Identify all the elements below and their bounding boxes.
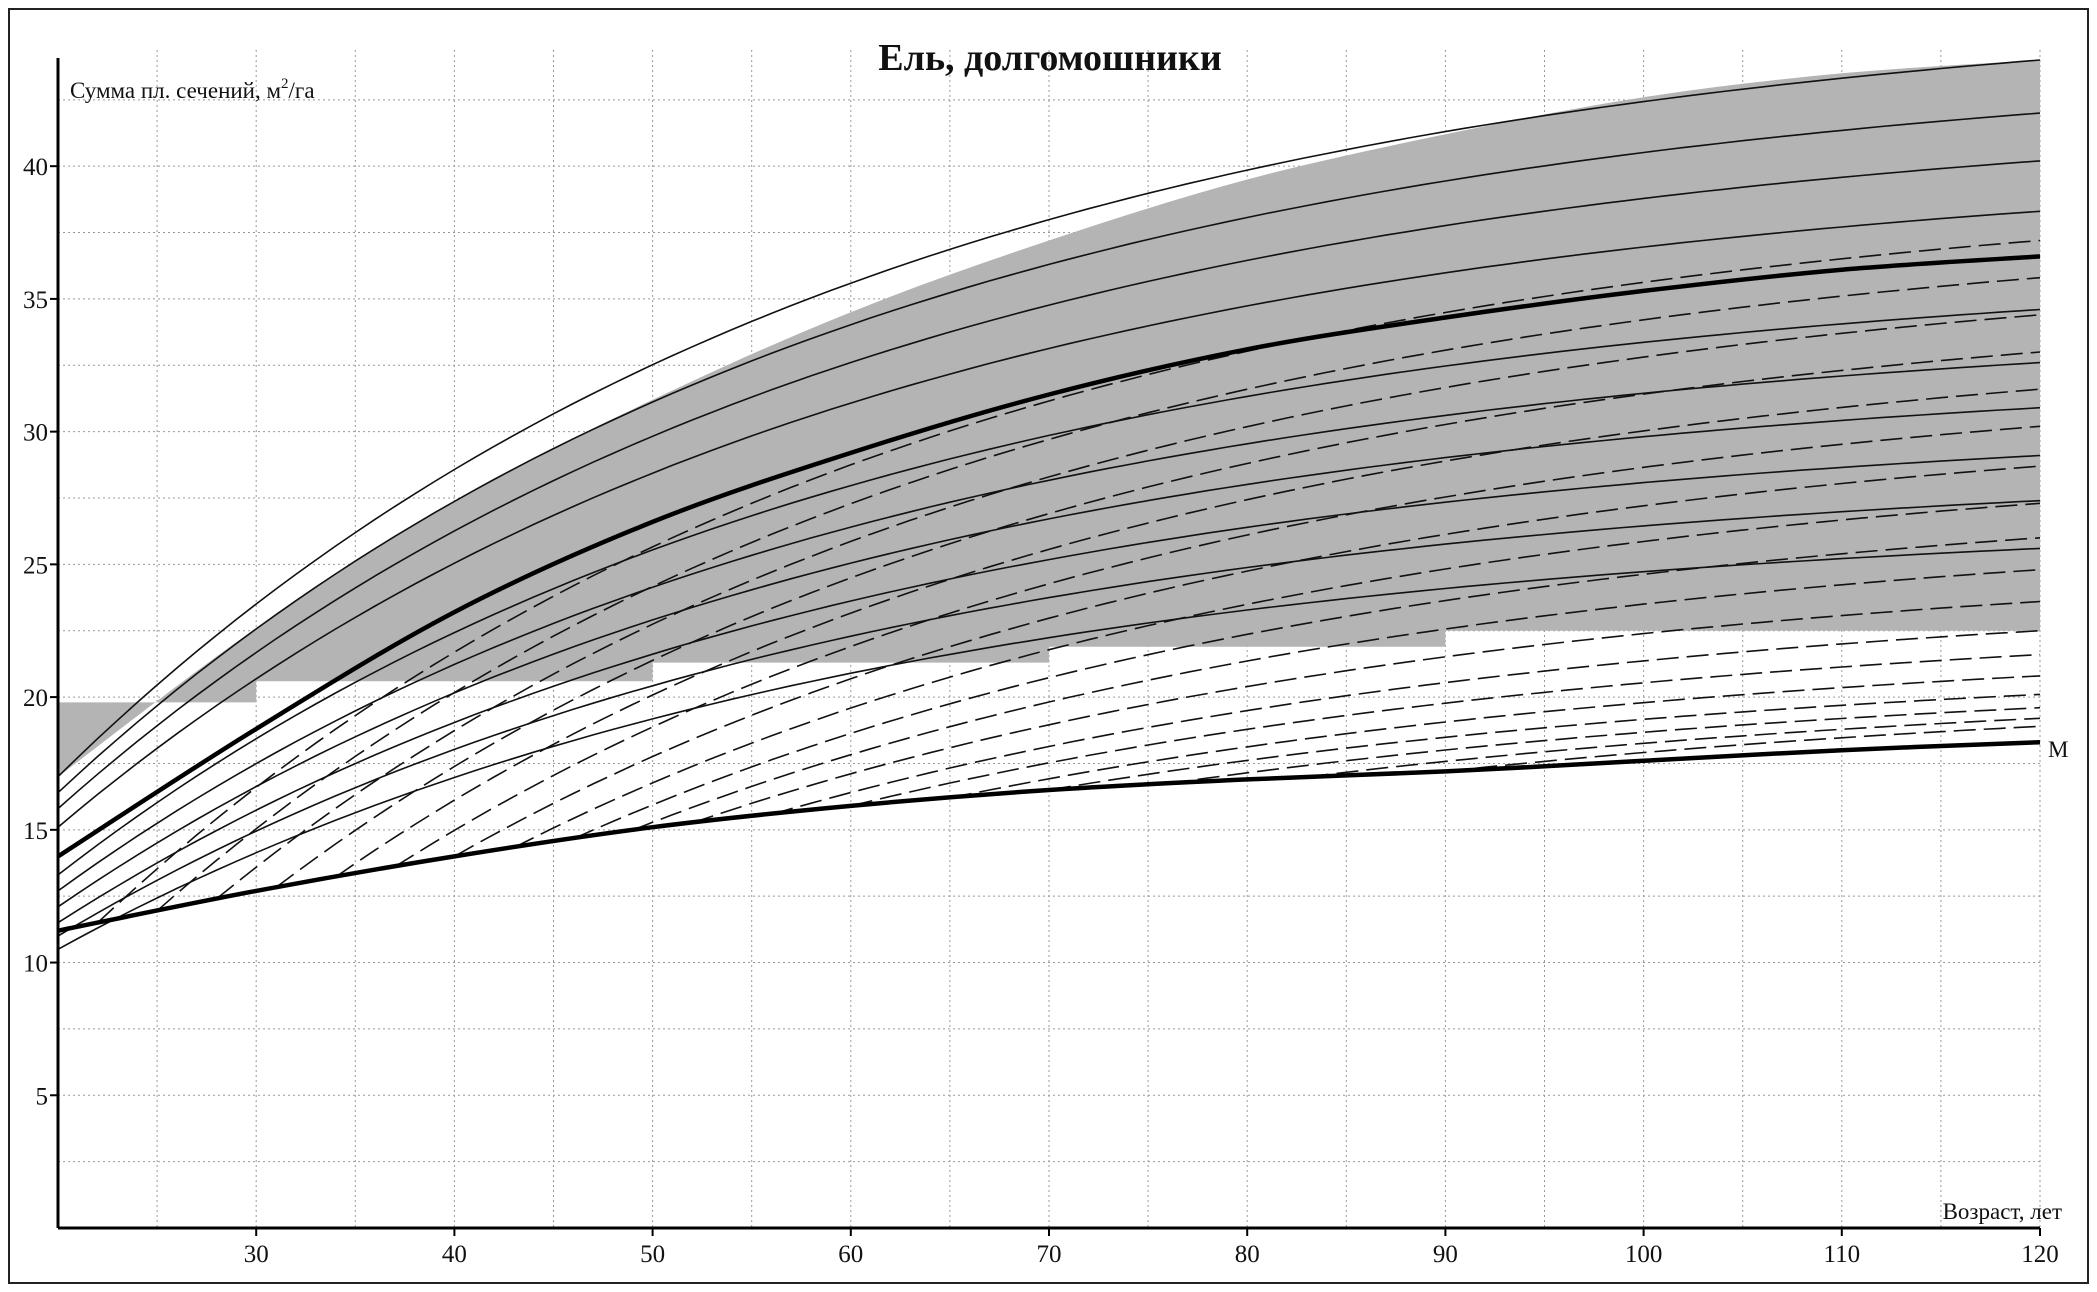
y-axis-title-tail: /га [289, 78, 315, 103]
solid-curve [57, 308, 2041, 876]
dashed-curve [632, 568, 2041, 831]
x-tick-label: 50 [640, 1241, 665, 1268]
x-tick-label: 70 [1037, 1241, 1062, 1268]
y-tick-label: 5 [36, 1083, 49, 1110]
dashed-curve [1167, 706, 2041, 785]
y-tick-label: 40 [23, 154, 48, 181]
dashed-curve [572, 537, 2041, 840]
solid-curve [57, 499, 2041, 937]
dashed-curve [513, 502, 2041, 849]
labels: Ель, долгомошники Сумма пл. сечений, м2/… [70, 37, 2068, 1224]
dashed-curve [97, 239, 2041, 924]
dashed-curve [1048, 693, 2041, 791]
solid-curve [57, 547, 2041, 951]
dashed-curve [394, 425, 2041, 868]
chart-frame [8, 8, 2089, 1284]
y-tick-label: 35 [23, 287, 48, 314]
dashed-curve [1445, 725, 2041, 773]
x-tick-label: 30 [244, 1241, 269, 1268]
dashed-curve [949, 675, 2041, 799]
x-tick-label: 120 [2021, 1241, 2059, 1268]
series-m-label: М [2048, 737, 2068, 762]
x-tick-label: 80 [1235, 1241, 1260, 1268]
series-m-line [57, 739, 2041, 933]
x-tick-label: 40 [442, 1241, 467, 1268]
x-tick-label: 90 [1433, 1241, 1458, 1268]
dashed-curve [454, 465, 2041, 858]
x-tick-label: 60 [838, 1241, 863, 1268]
y-axis-title-main: Сумма пл. сечений, м [70, 78, 281, 103]
y-axis-title: Сумма пл. сечений, м2/га [70, 76, 315, 103]
x-tick-label: 110 [1824, 1241, 1861, 1268]
y-axis-title-sup: 2 [281, 76, 289, 92]
y-tick-label: 15 [23, 818, 48, 845]
solid-curve [57, 361, 2041, 892]
curves [56, 59, 2041, 951]
tick-labels: 30 40 50 60 70 80 90 100 110 120 5 10 15 20 25 30 35 40 [23, 154, 2059, 1268]
x-tick-label: 100 [1625, 1241, 1663, 1268]
dashed-curve [335, 388, 2041, 878]
dashed-curve [216, 314, 2041, 900]
y-tick-label: 20 [23, 685, 48, 712]
solid-curve [57, 406, 2041, 908]
solid-curve [57, 112, 2041, 794]
solid-curve [57, 210, 2041, 828]
dashed-curve [771, 629, 2041, 816]
y-tick-label: 10 [23, 951, 48, 978]
y-tick-label: 30 [23, 420, 48, 447]
y-tick-label: 25 [23, 552, 48, 579]
dashed-curve [691, 600, 2041, 824]
dashed-curve [275, 351, 2041, 889]
shaded-zone-area [58, 60, 2040, 777]
dashed-curve [1306, 717, 2041, 778]
solid-curve [57, 454, 2041, 924]
x-axis-title: Возраст, лет [1943, 1199, 2062, 1224]
main-curve [56, 254, 2041, 859]
chart-title: Ель, долгомошники [878, 37, 1221, 79]
solid-curve [57, 59, 2041, 778]
dashed-curve [156, 276, 2041, 912]
shaded-zone [58, 60, 2040, 777]
dashed-curve [850, 653, 2041, 807]
solid-curve [57, 160, 2041, 810]
